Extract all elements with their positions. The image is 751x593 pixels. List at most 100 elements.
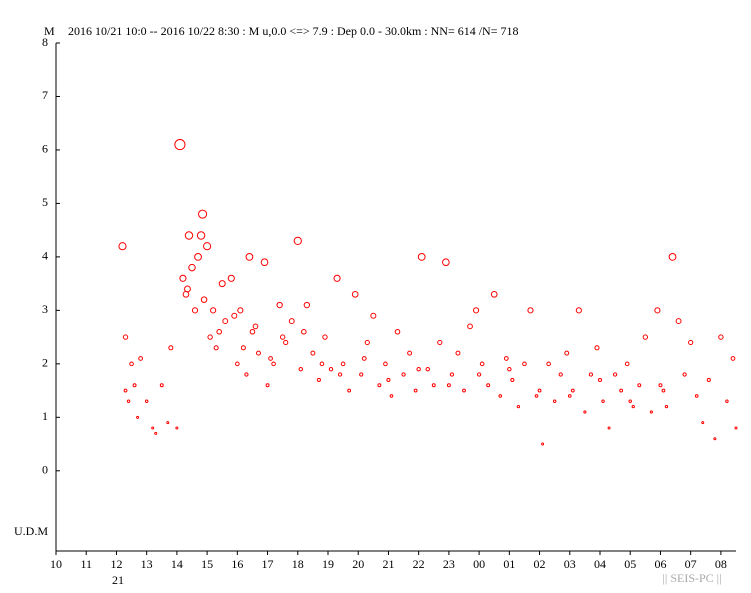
quake-point <box>564 350 570 356</box>
quake-point <box>222 318 229 325</box>
quake-point <box>245 252 254 261</box>
quake-point <box>668 252 677 261</box>
x-tick-label: 19 <box>322 557 334 571</box>
quake-point <box>467 323 473 330</box>
day-label: 21 <box>112 573 124 587</box>
quake-point <box>541 442 545 446</box>
y-tick-label: 7 <box>42 88 48 102</box>
quake-point <box>370 312 377 319</box>
quake-point <box>516 404 521 409</box>
quake-point <box>498 394 503 398</box>
quake-point <box>567 394 572 398</box>
quake-point <box>658 383 663 388</box>
quake-point <box>196 231 206 240</box>
quake-point <box>283 339 289 346</box>
quake-point <box>213 345 219 351</box>
y-tick-label: 1 <box>42 409 48 423</box>
x-tick-label: 13 <box>141 557 153 571</box>
quake-point <box>268 356 273 361</box>
quake-point <box>389 394 394 398</box>
quake-point <box>442 258 450 267</box>
quake-point <box>546 361 551 367</box>
quake-point <box>661 388 666 393</box>
quake-point <box>256 350 261 356</box>
quake-point <box>118 242 127 251</box>
quake-point <box>151 426 155 430</box>
quake-point <box>210 307 217 314</box>
y-tick-label: 6 <box>42 142 48 156</box>
quake-point <box>347 388 352 393</box>
quake-point <box>601 399 605 404</box>
quake-point <box>612 372 618 377</box>
quake-point <box>154 431 158 435</box>
quake-point <box>207 334 213 340</box>
y-tick-label: 4 <box>42 249 48 263</box>
quake-point <box>479 361 485 367</box>
quake-point <box>184 285 191 293</box>
x-tick-label: 05 <box>624 557 636 571</box>
quake-point <box>383 361 388 367</box>
x-tick-label: 11 <box>80 557 92 571</box>
x-tick-label: 12 <box>110 557 122 571</box>
quake-point <box>351 290 359 298</box>
quake-point <box>136 415 140 419</box>
quake-point <box>244 372 249 377</box>
y-bottom-label: U.D.M <box>14 524 48 538</box>
quake-point <box>276 301 283 309</box>
quake-point <box>486 383 491 388</box>
quake-point <box>413 388 418 393</box>
quake-point <box>132 383 137 388</box>
quake-point <box>449 372 455 377</box>
chart-title: 2016 10/21 10:0 -- 2016 10/22 8:30 : M u… <box>68 24 519 38</box>
quake-point <box>734 426 738 430</box>
quake-point <box>628 399 632 404</box>
quake-point <box>575 307 582 314</box>
quake-point <box>594 345 600 351</box>
quake-point <box>129 361 134 367</box>
quake-point <box>407 350 413 356</box>
quake-point <box>271 361 276 367</box>
quake-point <box>416 366 421 372</box>
quake-point <box>425 366 430 372</box>
quake-point <box>179 274 187 282</box>
quake-point <box>558 372 563 377</box>
x-tick-label: 14 <box>171 557 183 571</box>
quake-point <box>310 350 316 356</box>
quake-point <box>188 263 196 272</box>
quake-point <box>237 307 244 314</box>
quake-point <box>166 421 170 425</box>
quake-point <box>701 421 705 425</box>
quake-point <box>333 274 341 282</box>
quake-point <box>675 318 682 325</box>
quake-point <box>260 258 269 267</box>
quake-point <box>619 388 624 393</box>
x-tick-label: 10 <box>50 557 62 571</box>
quake-point <box>265 383 270 388</box>
quake-point <box>159 383 164 388</box>
quake-point <box>218 280 226 288</box>
quake-point <box>588 372 594 377</box>
quake-point <box>194 252 202 261</box>
quake-point <box>730 356 736 361</box>
y-axis-label: M <box>44 24 55 38</box>
quake-point <box>654 307 661 314</box>
quake-point <box>510 377 515 382</box>
quake-point <box>583 410 587 414</box>
quake-point <box>597 377 603 382</box>
x-tick-label: 18 <box>292 557 304 571</box>
quake-point <box>231 312 238 319</box>
quake-point <box>122 334 129 340</box>
quake-point <box>417 252 426 261</box>
quake-point <box>718 334 724 340</box>
quake-point <box>682 372 687 377</box>
quake-point <box>570 388 575 393</box>
quake-point <box>401 372 406 377</box>
quake-point <box>203 242 212 251</box>
quake-point <box>126 399 131 404</box>
x-tick-label: 06 <box>654 557 666 571</box>
quake-point <box>694 394 699 398</box>
quake-point <box>537 388 542 393</box>
x-tick-label: 21 <box>382 557 394 571</box>
quake-point <box>174 139 186 151</box>
